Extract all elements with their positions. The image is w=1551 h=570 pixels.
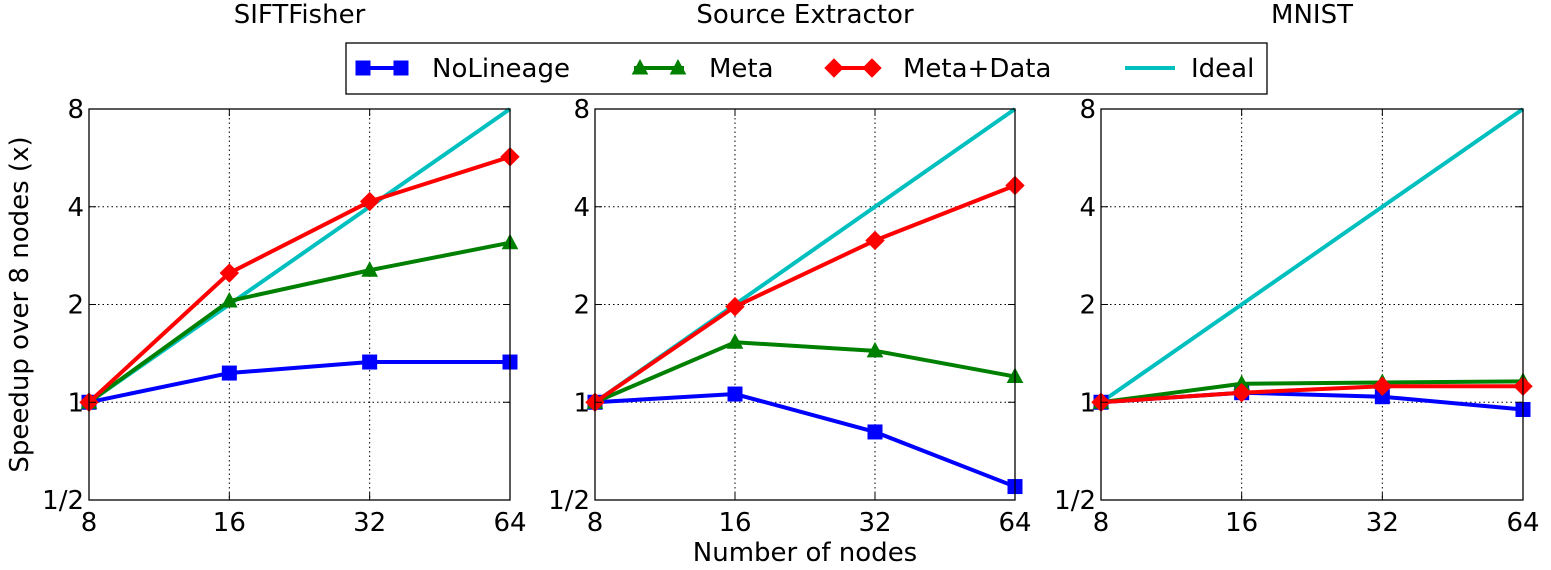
x-tick-label: 64 <box>998 508 1031 538</box>
data-point-meta-data <box>865 230 885 251</box>
chart-title: Source Extractor <box>696 0 914 30</box>
chart-panel-source-extractor: 8 16 32 64 1/2 1 2 4 8 Source Extractor Number of … <box>548 0 1031 568</box>
data-point-nolineage <box>727 386 743 402</box>
series-line-meta-data <box>1100 384 1523 405</box>
data-point-meta-data <box>219 263 240 283</box>
series-line-meta <box>87 240 511 404</box>
y-tick-label: 1/2 <box>548 486 590 516</box>
x-tick-label: 16 <box>213 508 246 538</box>
data-point-meta-data <box>1231 383 1252 403</box>
legend-marker-nolineage <box>355 60 371 76</box>
legend-marker-nolineage <box>393 60 409 76</box>
legend-label-meta-data: Meta+Data <box>903 54 1051 84</box>
y-tick-label: 4 <box>67 193 84 223</box>
data-point-meta <box>220 291 238 308</box>
series-line-ideal <box>1099 107 1525 404</box>
data-point-meta <box>361 261 379 277</box>
y-tick-label: 4 <box>573 193 590 223</box>
x-tick-label: 8 <box>587 508 604 538</box>
series-line-meta <box>1100 379 1524 405</box>
legend-label-meta: Meta <box>709 54 774 84</box>
y-tick-label: 1 <box>1079 388 1096 418</box>
data-point-meta-data <box>1372 376 1393 396</box>
x-tick-label: 16 <box>718 508 751 538</box>
series-nolineage <box>587 386 1023 495</box>
data-point-nolineage <box>867 424 883 440</box>
x-tick-label: 32 <box>1366 508 1399 538</box>
data-point-nolineage <box>362 354 378 370</box>
y-tick-label: 8 <box>67 95 84 125</box>
chart-panels: 8 16 32 64 1/2 1 2 4 8 SIFTFisher Speedup over 8 n… <box>5 0 1540 568</box>
series-meta <box>80 233 519 409</box>
data-point-meta-data <box>725 296 745 317</box>
y-tick-label: 1/2 <box>1054 486 1096 516</box>
chart-title: MNIST <box>1271 0 1353 30</box>
legend-label-nolineage: NoLineage <box>432 54 570 84</box>
series-line-meta-data <box>87 154 511 404</box>
legend-marker-meta <box>669 58 687 75</box>
legend-marker-meta-data <box>824 58 844 78</box>
x-tick-label: 32 <box>353 508 386 538</box>
data-point-meta-data <box>359 191 380 212</box>
legend-entry-meta-data: Meta+Data <box>824 54 1051 84</box>
legend-marker-meta-data <box>862 58 882 78</box>
chart-panel-siftfisher: 8 16 32 64 1/2 1 2 4 8 SIFTFisher Speedup over 8 n… <box>5 0 527 538</box>
legend-entry-nolineage: NoLineage <box>355 54 570 84</box>
data-point-nolineage <box>221 365 237 381</box>
data-point-meta <box>866 341 884 358</box>
chart-panel-mnist: 8 16 32 64 1/2 1 2 4 8 MNIST <box>1054 0 1539 538</box>
series-line-meta-data <box>593 183 1016 404</box>
series-ideal <box>1099 107 1525 404</box>
series-line-nolineage <box>88 360 510 405</box>
legend-marker-meta <box>631 58 649 75</box>
series-meta-data <box>79 147 520 412</box>
legend-entry-meta: Meta <box>631 54 774 84</box>
x-tick-label: 8 <box>1093 508 1110 538</box>
series-line-meta <box>594 340 1016 405</box>
x-tick-label: 8 <box>81 508 98 538</box>
data-point-meta <box>726 333 744 349</box>
y-tick-label: 8 <box>573 95 590 125</box>
y-tick-label: 1/2 <box>42 486 84 516</box>
y-tick-label: 1 <box>573 388 590 418</box>
y-axis-label: Speedup over 8 nodes (x) <box>5 136 35 472</box>
legend-entry-ideal: Ideal <box>1125 54 1254 84</box>
x-tick-label: 16 <box>1225 508 1258 538</box>
legend-box <box>345 42 1268 95</box>
y-tick-label: 2 <box>67 291 84 321</box>
y-tick-label: 2 <box>573 291 590 321</box>
legend: NoLineage Meta Meta+Data Ideal <box>345 42 1268 95</box>
x-tick-label: 64 <box>493 508 526 538</box>
x-tick-label: 32 <box>858 508 891 538</box>
chart-title: SIFTFisher <box>234 0 366 30</box>
y-tick-label: 4 <box>1079 193 1096 223</box>
x-tick-label: 64 <box>1506 508 1539 538</box>
y-tick-label: 8 <box>1079 95 1096 125</box>
legend-label-ideal: Ideal <box>1191 54 1254 84</box>
y-tick-label: 2 <box>1079 291 1096 321</box>
y-tick-label: 1 <box>67 388 84 418</box>
series-line-nolineage <box>594 392 1016 489</box>
x-axis-label: Number of nodes <box>693 538 917 568</box>
